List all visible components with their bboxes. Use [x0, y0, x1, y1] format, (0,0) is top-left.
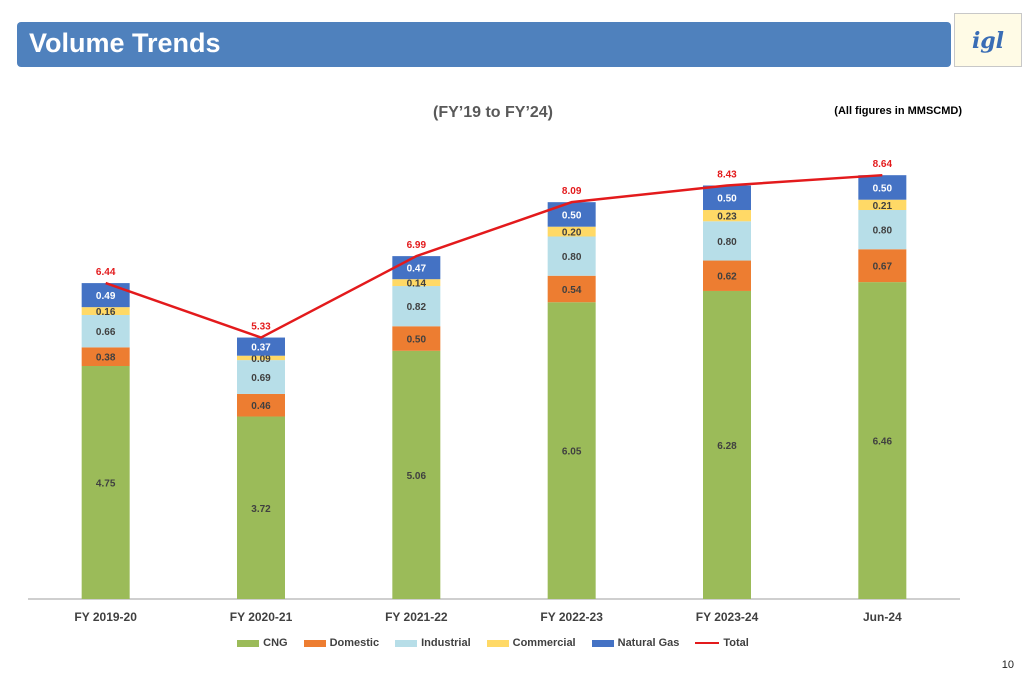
legend-item: CNG [237, 637, 288, 649]
data-label: 0.23 [717, 212, 737, 223]
legend-swatch [303, 639, 326, 647]
data-label: 0.50 [562, 210, 582, 221]
total-label: 8.43 [717, 169, 737, 180]
bar-natural-gas [81, 283, 130, 308]
legend-label: Domestic [329, 637, 380, 649]
x-tick-label: FY 2022-23 [540, 610, 603, 624]
data-label: 4.75 [96, 479, 116, 490]
data-label: 0.50 [873, 183, 893, 194]
total-label: 5.33 [251, 322, 271, 333]
bar-cng [392, 350, 441, 599]
bar-cng [703, 290, 751, 599]
chart-title: (FY’19 to FY’24) [432, 104, 554, 121]
legend-item: Industrial [395, 637, 471, 649]
legend-swatch [395, 639, 418, 647]
bar-cng [547, 302, 596, 599]
legend-item: Natural Gas [591, 637, 680, 649]
data-label: 5.06 [407, 471, 427, 482]
bar-cng [858, 282, 907, 599]
bar-commercial [392, 279, 441, 287]
data-label: 0.50 [407, 335, 427, 346]
data-label: 0.67 [873, 262, 893, 273]
bar-domestic [237, 393, 285, 417]
data-label: 0.20 [562, 228, 582, 239]
bar-commercial [858, 199, 907, 211]
bar-domestic [392, 326, 441, 351]
bar-industrial [237, 360, 285, 394]
bar-cng [237, 416, 285, 599]
data-label: 0.37 [251, 343, 271, 354]
legend-label: Total [723, 637, 749, 649]
bar-natural-gas [703, 185, 751, 211]
bar-domestic [81, 347, 130, 366]
data-label: 0.82 [407, 302, 427, 313]
unit-note: (All figures in MMSCMD) [834, 105, 962, 117]
chart-legend: CNG Domestic Industrial Commercial Natural G… [0, 637, 986, 649]
legend-item: Commercial [486, 637, 576, 649]
data-label: 0.54 [562, 285, 582, 296]
bar-commercial [547, 226, 596, 237]
data-label: 0.16 [96, 307, 116, 318]
data-label: 0.62 [717, 272, 737, 283]
bar-industrial [858, 210, 907, 250]
bar-industrial [392, 286, 441, 327]
x-tick-label: FY 2021-22 [385, 610, 448, 624]
total-label: 8.64 [873, 159, 893, 170]
legend-swatch [695, 642, 720, 644]
page-number: 10 [1001, 659, 1014, 671]
data-label: 6.46 [873, 437, 893, 448]
total-label: 6.44 [96, 267, 116, 278]
legend-swatch [237, 639, 260, 647]
total-line [105, 173, 883, 339]
legend-label: Industrial [421, 637, 471, 649]
data-label: 0.38 [96, 353, 116, 364]
bar-industrial [81, 314, 130, 348]
page-title: Volume Trends [29, 28, 221, 58]
bar-commercial [81, 307, 130, 315]
data-label: 0.50 [717, 194, 737, 205]
bar-industrial [547, 236, 596, 276]
bar-cng [81, 366, 130, 599]
data-label: 0.69 [251, 373, 271, 384]
x-tick-label: FY 2023-24 [696, 610, 759, 624]
data-label: 0.80 [717, 237, 737, 248]
data-label: 0.66 [96, 327, 116, 338]
data-label: 0.80 [873, 226, 893, 237]
bar-industrial [703, 221, 751, 261]
legend-label: CNG [263, 637, 288, 649]
data-label: 6.28 [717, 441, 737, 452]
data-label: 0.21 [873, 201, 893, 212]
legend-label: Natural Gas [617, 637, 680, 649]
data-label: 6.05 [562, 447, 582, 458]
bar-commercial [703, 210, 751, 222]
legend-swatch [486, 639, 509, 647]
legend-item: Domestic [303, 637, 380, 649]
legend-swatch [591, 639, 614, 647]
data-label: 0.46 [251, 401, 271, 412]
bar-domestic [858, 249, 907, 283]
bar-natural-gas [237, 337, 285, 356]
total-label: 8.09 [562, 186, 582, 197]
igl-logo: igl [954, 13, 1022, 67]
data-label: 0.80 [562, 252, 582, 263]
bar-domestic [547, 275, 596, 303]
data-label: 0.14 [407, 279, 427, 290]
data-label: 3.72 [251, 504, 271, 515]
data-label: 0.09 [251, 354, 271, 365]
bar-domestic [703, 260, 751, 291]
x-tick-label: FY 2020-21 [230, 610, 293, 624]
data-label: 0.47 [407, 264, 427, 275]
legend-item: Total [695, 637, 749, 649]
bar-natural-gas [547, 202, 596, 227]
x-tick-label: Jun-24 [863, 610, 902, 624]
legend-label: Commercial [512, 637, 576, 649]
data-label: 0.49 [96, 291, 116, 302]
logo-text: igl [971, 28, 1005, 54]
title-bar: Volume Trends [17, 22, 951, 67]
bar-commercial [237, 355, 285, 361]
bar-natural-gas [858, 175, 907, 200]
x-tick-label: FY 2019-20 [74, 610, 137, 624]
total-label: 6.99 [407, 240, 427, 251]
